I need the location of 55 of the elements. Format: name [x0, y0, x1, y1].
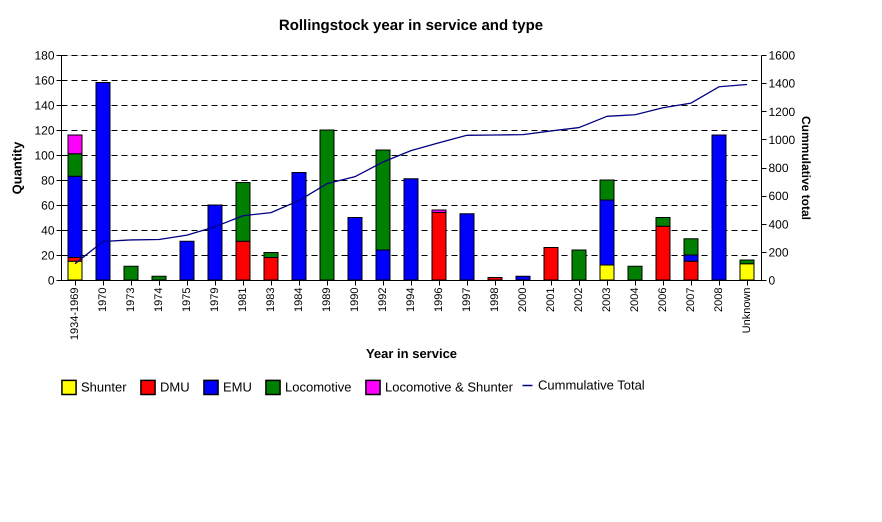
x-tick-label: 1996: [433, 288, 445, 312]
y2-tick-label: 1400: [768, 76, 796, 91]
x-tick-label: 1994: [405, 288, 417, 312]
y2-tick-label: 1600: [768, 48, 796, 62]
x-tick-label: 2003: [601, 288, 613, 312]
legend-label: Locomotive & Shunter: [385, 379, 514, 394]
y-tick-label: 140: [34, 98, 55, 112]
y2-tick-label: 200: [768, 245, 789, 260]
y-tick-label: 180: [34, 48, 55, 62]
y2-tick-label: 400: [768, 217, 789, 232]
legend-label: Shunter: [81, 379, 128, 394]
x-tick-label: 2000: [517, 288, 529, 312]
x-tick-label: 1979: [209, 288, 221, 312]
x-tick-label: 1997: [461, 288, 473, 312]
y2-tick-label: 600: [768, 189, 789, 204]
legend-label: Locomotive: [285, 379, 352, 394]
x-tick-label: 1983: [265, 288, 277, 312]
x-tick-label: 1984: [293, 288, 305, 312]
x-tick-label: 1998: [489, 288, 501, 312]
x-axis-title: Year in service: [366, 346, 458, 362]
y-tick-label: 40: [41, 224, 55, 238]
y2-tick-label: 0: [768, 274, 776, 288]
x-tick-label: 1981: [237, 288, 249, 312]
x-tick-label: 2008: [713, 288, 725, 312]
x-tick-label: 2006: [657, 288, 669, 312]
x-tick-label: 2004: [629, 288, 641, 312]
y2-tick-label: 1000: [768, 132, 796, 147]
x-tick-label: 1974: [153, 288, 165, 312]
x-tick-label: 1992: [377, 288, 389, 312]
y2-tick-label: 800: [768, 161, 789, 175]
y2-axis-title: Cummulative total: [799, 116, 814, 220]
line-series: [74, 84, 748, 264]
x-tick-label: 2002: [573, 288, 585, 312]
x-tick-label: 1975: [181, 288, 193, 312]
y-tick-label: 120: [34, 124, 55, 138]
legend-label: Cummulative Total: [538, 378, 645, 392]
y-tick-label: 100: [34, 148, 55, 162]
y-tick-label: 60: [41, 198, 55, 212]
x-tick-label: 1989: [321, 288, 333, 312]
y-axis-title: Quantity: [9, 140, 24, 194]
x-tick-label: 1934-1969: [69, 288, 81, 340]
x-tick-label: 1973: [125, 288, 137, 312]
x-tick-label: Unknown: [741, 288, 753, 334]
y-tick-label: 0: [48, 274, 55, 288]
x-tick-label: 1990: [349, 288, 361, 312]
y-tick-label: 20: [41, 248, 55, 262]
legend-label: DMU: [160, 379, 190, 394]
x-tick-label: 1970: [97, 288, 109, 312]
y-tick-label: 80: [41, 174, 55, 188]
legend-label: EMU: [223, 379, 252, 394]
x-tick-label: 2007: [685, 288, 697, 312]
y2-tick-label: 1200: [768, 104, 796, 119]
x-tick-label: 2001: [545, 288, 557, 312]
y-tick-label: 160: [34, 74, 55, 88]
chart-title: Rollingstock year in service and type: [278, 17, 544, 34]
